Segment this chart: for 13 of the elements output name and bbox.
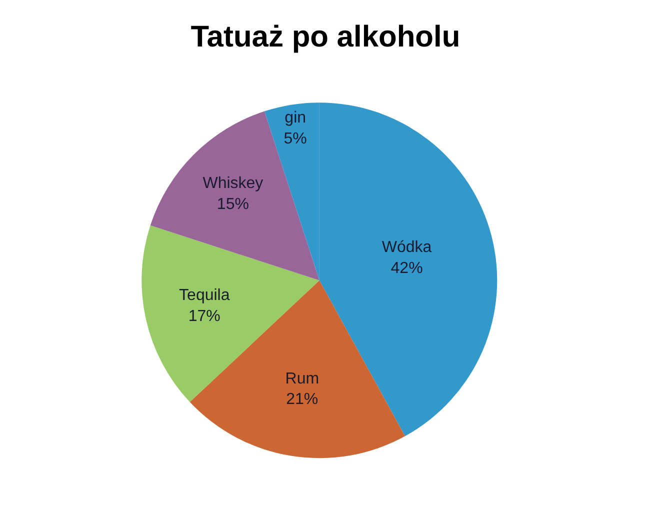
data-label: 5% — [284, 130, 307, 148]
pie-slice — [142, 225, 320, 402]
slice-label: Tequila — [179, 287, 230, 304]
data-label: 21% — [286, 391, 318, 408]
slice-label: Whiskey — [202, 175, 264, 192]
pie-slice — [150, 111, 320, 280]
slice-label: Rum — [285, 370, 320, 388]
data-label: 17% — [188, 308, 220, 325]
chart-title: Tatuaż po alkoholu — [190, 20, 460, 54]
slice-label: Wódka — [382, 239, 432, 256]
data-label: 15% — [216, 196, 249, 213]
slice-label: gin — [284, 110, 306, 127]
data-label: 42% — [390, 260, 423, 277]
